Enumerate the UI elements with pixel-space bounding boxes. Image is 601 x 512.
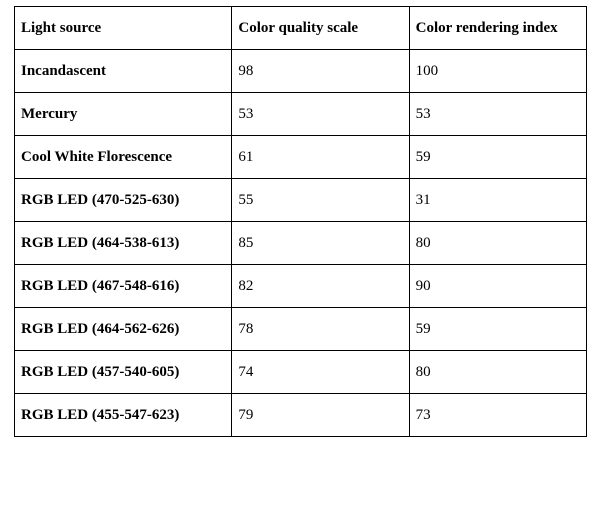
cell-cqs: 98 — [232, 50, 409, 93]
table-row: Cool White Florescence 61 59 — [15, 136, 587, 179]
table-row: RGB LED (470-525-630) 55 31 — [15, 179, 587, 222]
cell-cri: 59 — [409, 136, 586, 179]
cell-cri: 73 — [409, 394, 586, 437]
cell-cqs: 85 — [232, 222, 409, 265]
color-metrics-table: Light source Color quality scale Color r… — [14, 6, 587, 437]
table-header-row: Light source Color quality scale Color r… — [15, 7, 587, 50]
page: Light source Color quality scale Color r… — [0, 0, 601, 443]
cell-cqs: 53 — [232, 93, 409, 136]
cell-source: RGB LED (470-525-630) — [15, 179, 232, 222]
cell-cri: 80 — [409, 351, 586, 394]
col-header-cri: Color rendering index — [409, 7, 586, 50]
cell-source: RGB LED (467-548-616) — [15, 265, 232, 308]
table-row: RGB LED (455-547-623) 79 73 — [15, 394, 587, 437]
cell-cqs: 79 — [232, 394, 409, 437]
cell-source: RGB LED (455-547-623) — [15, 394, 232, 437]
cell-cqs: 78 — [232, 308, 409, 351]
cell-cri: 80 — [409, 222, 586, 265]
cell-cri: 90 — [409, 265, 586, 308]
table-row: RGB LED (464-562-626) 78 59 — [15, 308, 587, 351]
cell-cri: 59 — [409, 308, 586, 351]
table-row: RGB LED (467-548-616) 82 90 — [15, 265, 587, 308]
table-row: RGB LED (464-538-613) 85 80 — [15, 222, 587, 265]
table-row: Mercury 53 53 — [15, 93, 587, 136]
cell-cri: 100 — [409, 50, 586, 93]
cell-cqs: 74 — [232, 351, 409, 394]
cell-cri: 53 — [409, 93, 586, 136]
cell-cqs: 61 — [232, 136, 409, 179]
cell-source: RGB LED (457-540-605) — [15, 351, 232, 394]
col-header-source: Light source — [15, 7, 232, 50]
cell-source: Incandascent — [15, 50, 232, 93]
cell-cqs: 55 — [232, 179, 409, 222]
table-row: RGB LED (457-540-605) 74 80 — [15, 351, 587, 394]
cell-source: RGB LED (464-538-613) — [15, 222, 232, 265]
cell-source: Mercury — [15, 93, 232, 136]
cell-cri: 31 — [409, 179, 586, 222]
table-row: Incandascent 98 100 — [15, 50, 587, 93]
col-header-cqs: Color quality scale — [232, 7, 409, 50]
cell-source: RGB LED (464-562-626) — [15, 308, 232, 351]
cell-source: Cool White Florescence — [15, 136, 232, 179]
cell-cqs: 82 — [232, 265, 409, 308]
